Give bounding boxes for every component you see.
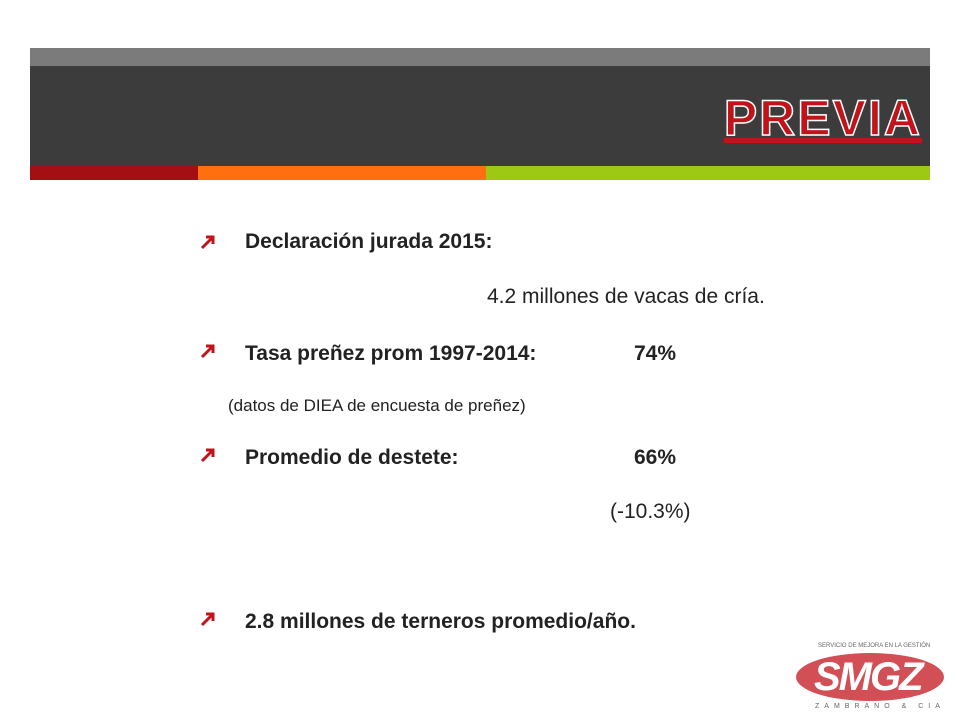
bullet-arrow [200,235,215,250]
header-band [30,66,930,166]
bullet-arrow [200,448,215,463]
logo-mark [796,653,944,701]
bullet-arrow [200,344,215,359]
item-label: 2.8 millones de terneros promedio/año. [245,610,636,633]
slide-title: PREVIA [723,89,922,147]
item-detail: 4.2 millones de vacas de cría. [487,285,765,308]
bullet-arrow [200,612,215,627]
item-value: 66% [634,446,677,469]
item-label: Promedio de destete: [245,446,459,469]
item-label: Declaración jurada 2015: [245,230,493,253]
logo-subtitle: ZAMBRANO & CIA [815,703,945,710]
logo-tagline: SERVICIO DE MEJORA EN LA GESTIÓN [818,643,931,649]
item-label: Tasa preñez prom 1997-2014: [245,342,537,365]
item-note: (datos de DIEA de encuesta de preñez) [228,396,526,415]
stripe-green [486,166,930,180]
stripe-red [30,166,198,180]
logo-name: SMGZ [814,655,924,699]
item-note: (-10.3%) [610,500,691,523]
stripe-orange [198,166,486,180]
item-value: 74% [634,342,677,365]
header-top-band [30,48,930,66]
